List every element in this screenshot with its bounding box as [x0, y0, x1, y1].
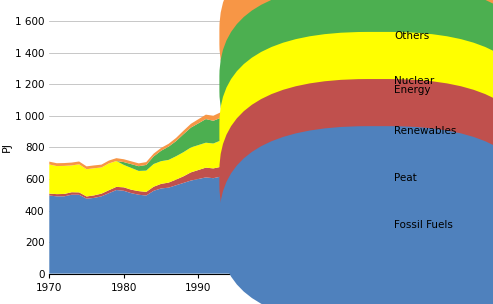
Text: Energy: Energy — [394, 85, 431, 95]
Text: Nuclear: Nuclear — [394, 76, 435, 86]
Text: Renewables: Renewables — [394, 126, 457, 136]
Text: Fossil Fuels: Fossil Fuels — [394, 220, 453, 230]
Text: Peat: Peat — [394, 173, 417, 183]
Y-axis label: PJ: PJ — [2, 143, 12, 152]
Text: Others: Others — [394, 32, 430, 41]
